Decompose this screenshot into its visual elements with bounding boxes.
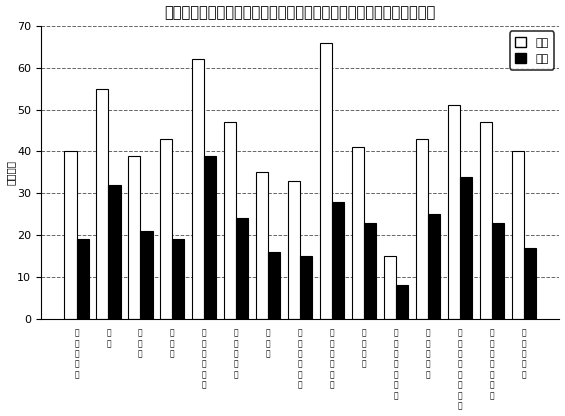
Bar [460, 176, 472, 319]
Bar [76, 239, 89, 319]
Bar [447, 105, 460, 319]
Bar [256, 172, 268, 319]
Bar [320, 42, 332, 319]
Bar [64, 151, 76, 319]
Bar [288, 181, 300, 319]
Bar [224, 122, 236, 319]
Bar [236, 218, 249, 319]
Bar [492, 223, 504, 319]
Bar [384, 256, 396, 319]
Bar [352, 147, 364, 319]
Bar [96, 89, 108, 319]
Bar [268, 252, 280, 319]
Bar [511, 151, 524, 319]
Bar [428, 214, 440, 319]
Bar [205, 156, 216, 319]
Bar [396, 285, 408, 319]
Bar [128, 156, 140, 319]
Bar [140, 231, 153, 319]
Bar [108, 185, 120, 319]
Bar [160, 139, 172, 319]
Y-axis label: （万円）: （万円） [6, 160, 16, 185]
Title: 第２図　産業別・男女別１人平均月間現金給与額（平成２０年平均）: 第２図 産業別・男女別１人平均月間現金給与額（平成２０年平均） [164, 5, 436, 20]
Legend: 男子, 女子: 男子, 女子 [510, 32, 554, 69]
Bar [480, 122, 492, 319]
Bar [172, 239, 185, 319]
Bar [416, 139, 428, 319]
Bar [300, 256, 312, 319]
Bar [524, 248, 536, 319]
Bar [192, 59, 205, 319]
Bar [364, 223, 376, 319]
Bar [332, 202, 344, 319]
